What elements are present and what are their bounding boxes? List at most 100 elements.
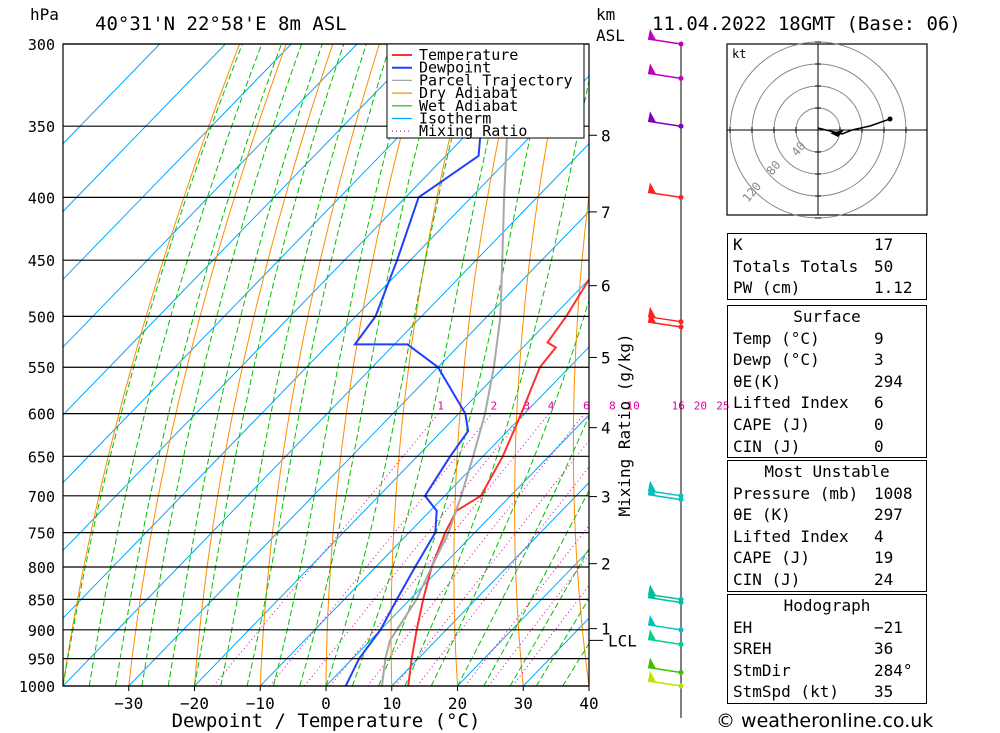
wind-barb-shaft — [647, 72, 682, 80]
isotherm-line — [63, 44, 161, 145]
legend-label: Parcel Trajectory — [419, 71, 573, 89]
isotherm-line — [63, 44, 424, 416]
row-value: 3 — [874, 350, 884, 370]
wind-barb-dot — [678, 627, 684, 633]
dry-adiabat-line — [685, 44, 720, 686]
wet-adiabat-line — [88, 44, 263, 686]
wind-barb-shaft — [647, 624, 682, 631]
table-row: StmDir 284° — [728, 660, 926, 682]
row-value: 50 — [874, 256, 894, 276]
wind-barb-shaft — [647, 191, 682, 199]
mixing-ratio-label: 6 — [583, 400, 590, 413]
row-value: 1.12 — [874, 278, 913, 298]
surface-table: Surface Temp (°C) 9 Dewp (°C) 3 θE(K) 294 Lifte… — [727, 305, 927, 459]
wind-barb-dot — [678, 669, 684, 675]
table-row: CIN (J) 24 — [728, 569, 926, 591]
km-tick-label: 6 — [601, 277, 611, 296]
row-label: CIN (J) — [733, 569, 801, 589]
wind-barb-dot — [678, 319, 684, 325]
pressure-tick-label: 900 — [28, 622, 55, 640]
wind-barb-flag — [648, 63, 656, 75]
legend-label: Isotherm — [419, 110, 491, 128]
dry-adiabat-line — [128, 44, 287, 686]
table-row: Totals Totals 50 — [728, 256, 926, 278]
row-label: Lifted Index — [733, 393, 849, 413]
pressure-tick-label: 750 — [28, 525, 55, 543]
pressure-tick-label: 350 — [28, 118, 55, 136]
km-unit-label: km — [596, 5, 615, 24]
legend-label: Mixing Ratio — [419, 122, 527, 140]
pressure-tick-label: 950 — [28, 651, 55, 669]
x-axis-label: Dewpoint / Temperature (°C) — [172, 710, 481, 732]
pressure-tick-label: 550 — [28, 359, 55, 377]
row-label: StmDir — [733, 660, 791, 680]
mixing-ratio-label: 10 — [627, 400, 640, 413]
hodograph-table: Hodograph EH −21 SREH 36 StmDir 284° StmSpd (kt… — [727, 594, 927, 704]
row-value: 35 — [874, 682, 894, 702]
km-tick-label: 4 — [601, 419, 611, 438]
wind-barb-flag — [648, 182, 656, 194]
pressure-tick-label: 1000 — [19, 678, 55, 696]
legend-label: Dry Adiabat — [419, 84, 518, 102]
pressure-tick-label: 800 — [28, 559, 55, 577]
x-tick-label: −20 — [180, 694, 209, 713]
pressure-tick-label: 850 — [28, 591, 55, 609]
dry-adiabat-line — [939, 44, 1000, 686]
pressure-tick-label: 650 — [28, 448, 55, 466]
row-label: θE(K) — [733, 371, 782, 391]
wet-adiabat-line — [483, 489, 589, 686]
isotherm-line — [63, 44, 226, 213]
section-title: Most Unstable — [764, 462, 890, 481]
row-label: θE (K) — [733, 505, 791, 525]
pressure-tick-label: 450 — [28, 252, 55, 270]
km-tick-label: 5 — [601, 348, 611, 367]
wind-barb-shaft — [647, 321, 682, 328]
x-tick-label: 30 — [514, 694, 533, 713]
legend-label: Dewpoint — [419, 59, 491, 77]
dewpoint-profile — [344, 44, 568, 686]
wet-adiabat-line — [351, 44, 511, 686]
table-row: CAPE (J) 0 — [728, 414, 926, 436]
table-row: Lifted Index 6 — [728, 392, 926, 414]
row-label: CAPE (J) — [733, 548, 811, 568]
copyright-footer[interactable]: © weatheronline.co.uk — [716, 710, 934, 732]
wind-barb-shaft — [647, 493, 682, 501]
mixing-ratio-label: 25 — [716, 400, 729, 413]
row-value: 9 — [874, 328, 884, 348]
km-tick-label: 7 — [601, 203, 611, 222]
wind-barb-shaft — [647, 120, 682, 127]
location-title: 40°31'N 22°58'E 8m ASL — [95, 13, 347, 35]
wind-barb-flag — [648, 484, 656, 496]
wind-barb-dot — [678, 123, 684, 129]
wind-barb-shaft — [647, 638, 682, 646]
hodograph-point — [887, 116, 893, 122]
wind-barb-flag — [648, 111, 656, 123]
table-row: Lifted Index 4 — [728, 526, 926, 548]
row-label: Temp (°C) — [733, 328, 820, 348]
hodograph-trace — [817, 118, 891, 135]
x-tick-label: 20 — [448, 694, 467, 713]
row-label: Dewp (°C) — [733, 350, 820, 370]
wet-adiabat-line — [246, 44, 391, 686]
wind-barb-shaft — [647, 680, 682, 687]
pressure-tick-label: 400 — [28, 189, 55, 207]
wind-barb-flag — [648, 629, 656, 641]
table-row: CAPE (J) 19 — [728, 547, 926, 569]
wind-barb-dot — [678, 497, 684, 503]
dry-adiabat-line — [259, 44, 380, 686]
wet-adiabat-line — [220, 44, 367, 686]
dry-adiabat-line — [985, 44, 1000, 686]
row-label: PW (cm) — [733, 278, 801, 298]
wet-adiabat-line — [167, 44, 323, 686]
mixing-ratio-line — [367, 413, 585, 686]
table-row: θE (K) 297 — [728, 504, 926, 526]
dry-adiabat-line — [453, 44, 520, 686]
dry-adiabat-line — [325, 44, 427, 686]
mixing-ratio-axis-label: Mixing Ratio (g/kg) — [615, 333, 634, 516]
table-row: θE(K) 294 — [728, 371, 926, 393]
row-value: 294 — [874, 371, 903, 391]
wind-barb-dot — [678, 194, 684, 200]
table-row: EH −21 — [728, 617, 926, 639]
datetime-title: 11.04.2022 18GMT (Base: 06) — [652, 13, 961, 35]
